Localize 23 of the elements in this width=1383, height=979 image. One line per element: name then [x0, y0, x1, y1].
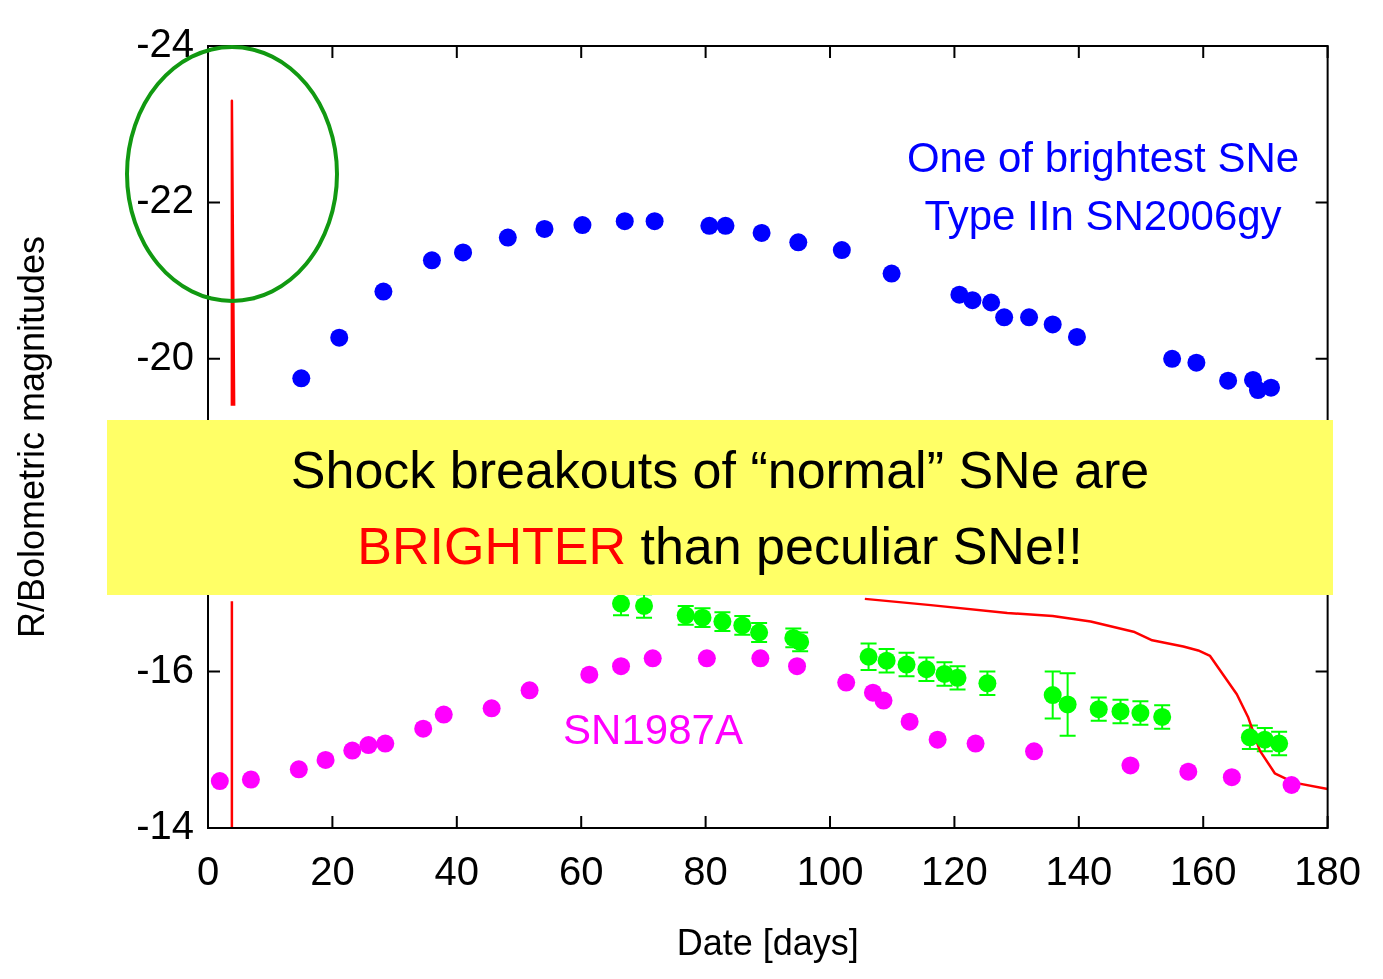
- y-tick-label: -22: [136, 177, 194, 222]
- annotation: Shock breakouts of “normal” SNe are: [289, 439, 1151, 501]
- y-tick-label: -16: [136, 646, 194, 691]
- y-axis-title: R/Bolometric magnitudes: [10, 235, 52, 639]
- x-tick-label: 80: [683, 849, 728, 894]
- y-tick-label: -20: [136, 333, 194, 378]
- x-tick-label: 180: [1294, 849, 1362, 894]
- annotation: than peculiar SNe!!: [640, 516, 1083, 575]
- callout-box: Shock breakouts of “normal” SNe are BRIGHTER than peculiar SNe!!: [107, 420, 1333, 595]
- x-tick-label: 0: [196, 849, 220, 894]
- series-label: SN1987A: [563, 705, 743, 753]
- x-tick-label: 120: [921, 849, 988, 894]
- annotation: BRIGHTER: [357, 516, 626, 575]
- x-tick-label: 60: [558, 849, 604, 894]
- series-label: One of brightest SNe Type IIn SN2006gy: [906, 133, 1300, 239]
- y-tick-label: -14: [136, 803, 194, 848]
- x-tick-label: 40: [434, 849, 480, 894]
- x-tick-label: 160: [1169, 849, 1237, 894]
- x-tick-label: 100: [796, 849, 864, 894]
- y-tick-label: -24: [136, 21, 194, 66]
- x-tick-label: 140: [1045, 849, 1113, 894]
- x-tick-label: 20: [310, 849, 355, 894]
- x-axis-title: Date [days]: [676, 922, 859, 964]
